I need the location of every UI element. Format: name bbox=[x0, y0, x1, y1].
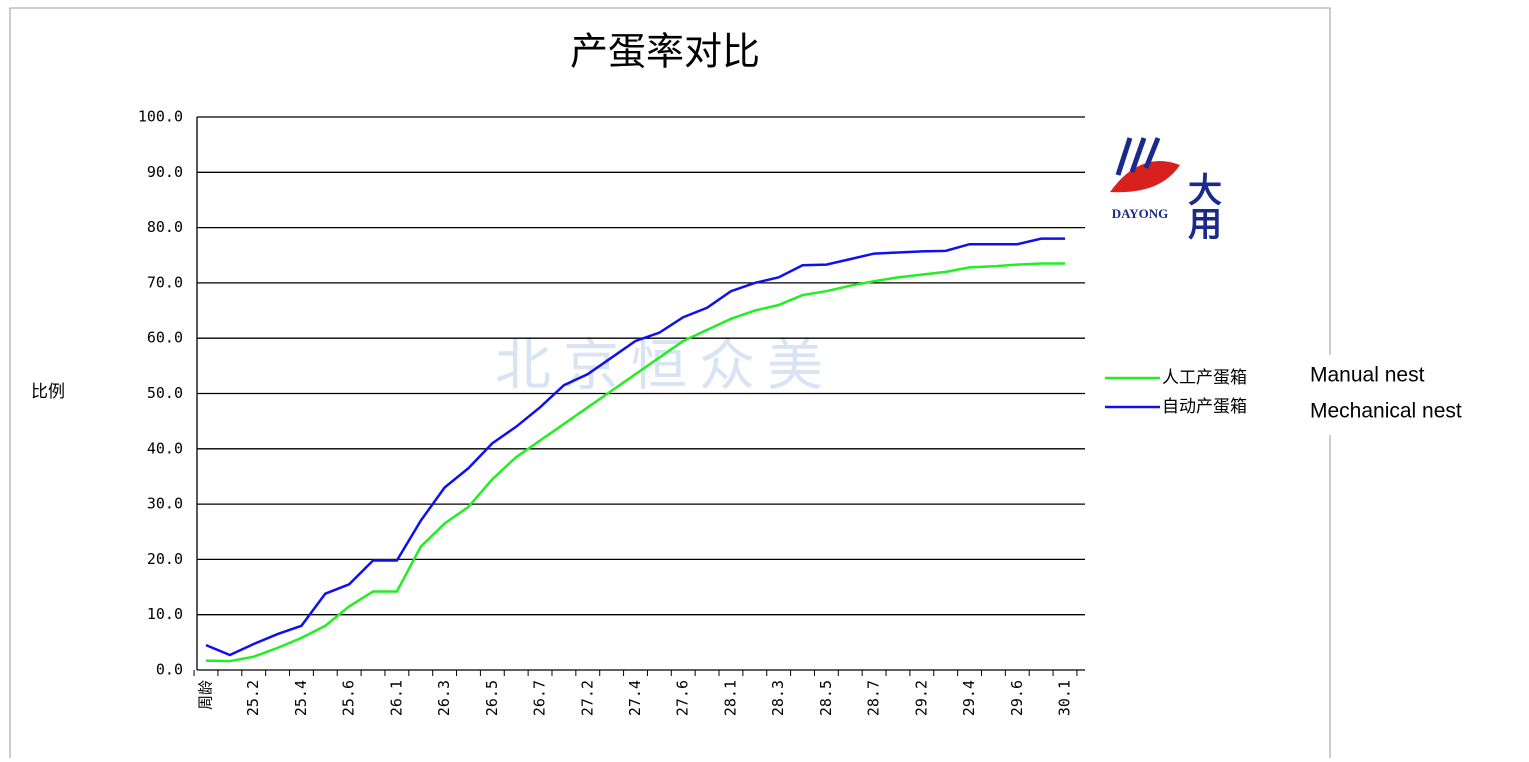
y-tick-label: 30.0 bbox=[147, 495, 183, 513]
x-tick-label: 29.2 bbox=[912, 680, 930, 716]
chart-border bbox=[9, 7, 1331, 762]
x-tick-label: 28.5 bbox=[817, 680, 835, 716]
x-tick-label: 28.7 bbox=[865, 680, 883, 716]
x-tick-label: 27.4 bbox=[626, 680, 644, 716]
annotation-box bbox=[1300, 355, 1529, 435]
logo-text: DAYONG bbox=[1112, 206, 1169, 221]
x-tick-label: 26.5 bbox=[483, 680, 501, 716]
x-tick-label: 30.1 bbox=[1056, 680, 1074, 716]
watermark: 北京恒众美 bbox=[495, 334, 835, 399]
chart-title: 产蛋率对比 bbox=[570, 30, 760, 74]
x-tick-label: 27.2 bbox=[578, 680, 596, 716]
y-tick-label: 80.0 bbox=[147, 218, 183, 236]
y-axis-label: 比例 bbox=[31, 382, 65, 402]
x-tick-label: 29.4 bbox=[960, 680, 978, 716]
logo-mark: 大用 bbox=[1182, 172, 1222, 241]
logo-swoosh bbox=[1110, 161, 1180, 193]
y-tick-label: 70.0 bbox=[147, 273, 183, 291]
y-tick-label: 60.0 bbox=[147, 329, 183, 347]
annotation: Mechanical nest bbox=[1310, 400, 1462, 423]
x-tick-label: 25.6 bbox=[340, 680, 358, 716]
logo: DAYONG 大用 bbox=[1110, 137, 1222, 241]
x-tick-label: 26.7 bbox=[531, 680, 549, 716]
y-tick-label: 0.0 bbox=[156, 661, 183, 679]
logo-stripes bbox=[1115, 137, 1161, 176]
legend-label: 人工产蛋箱 bbox=[1162, 368, 1247, 388]
y-tick-label: 90.0 bbox=[147, 163, 183, 181]
x-tick-label: 周龄 bbox=[197, 680, 215, 710]
x-tick-label: 27.6 bbox=[674, 680, 692, 716]
x-tick-label: 26.3 bbox=[435, 680, 453, 716]
x-tick-label: 28.3 bbox=[769, 680, 787, 716]
x-tick-label: 26.1 bbox=[387, 680, 405, 716]
legend-label: 自动产蛋箱 bbox=[1162, 397, 1247, 417]
x-tick-label: 25.4 bbox=[292, 680, 310, 716]
x-tick-label: 28.1 bbox=[721, 680, 739, 716]
y-tick-label: 10.0 bbox=[147, 605, 183, 623]
series-line bbox=[205, 237, 1065, 657]
y-tick-label: 100.0 bbox=[138, 108, 183, 126]
series-line bbox=[205, 262, 1065, 663]
y-tick-label: 20.0 bbox=[147, 550, 183, 568]
x-tick-label: 29.6 bbox=[1008, 680, 1026, 716]
annotation: Manual nest bbox=[1310, 364, 1425, 387]
x-tick-label: 25.2 bbox=[244, 680, 262, 716]
y-tick-label: 50.0 bbox=[147, 384, 183, 402]
y-tick-label: 40.0 bbox=[147, 439, 183, 457]
